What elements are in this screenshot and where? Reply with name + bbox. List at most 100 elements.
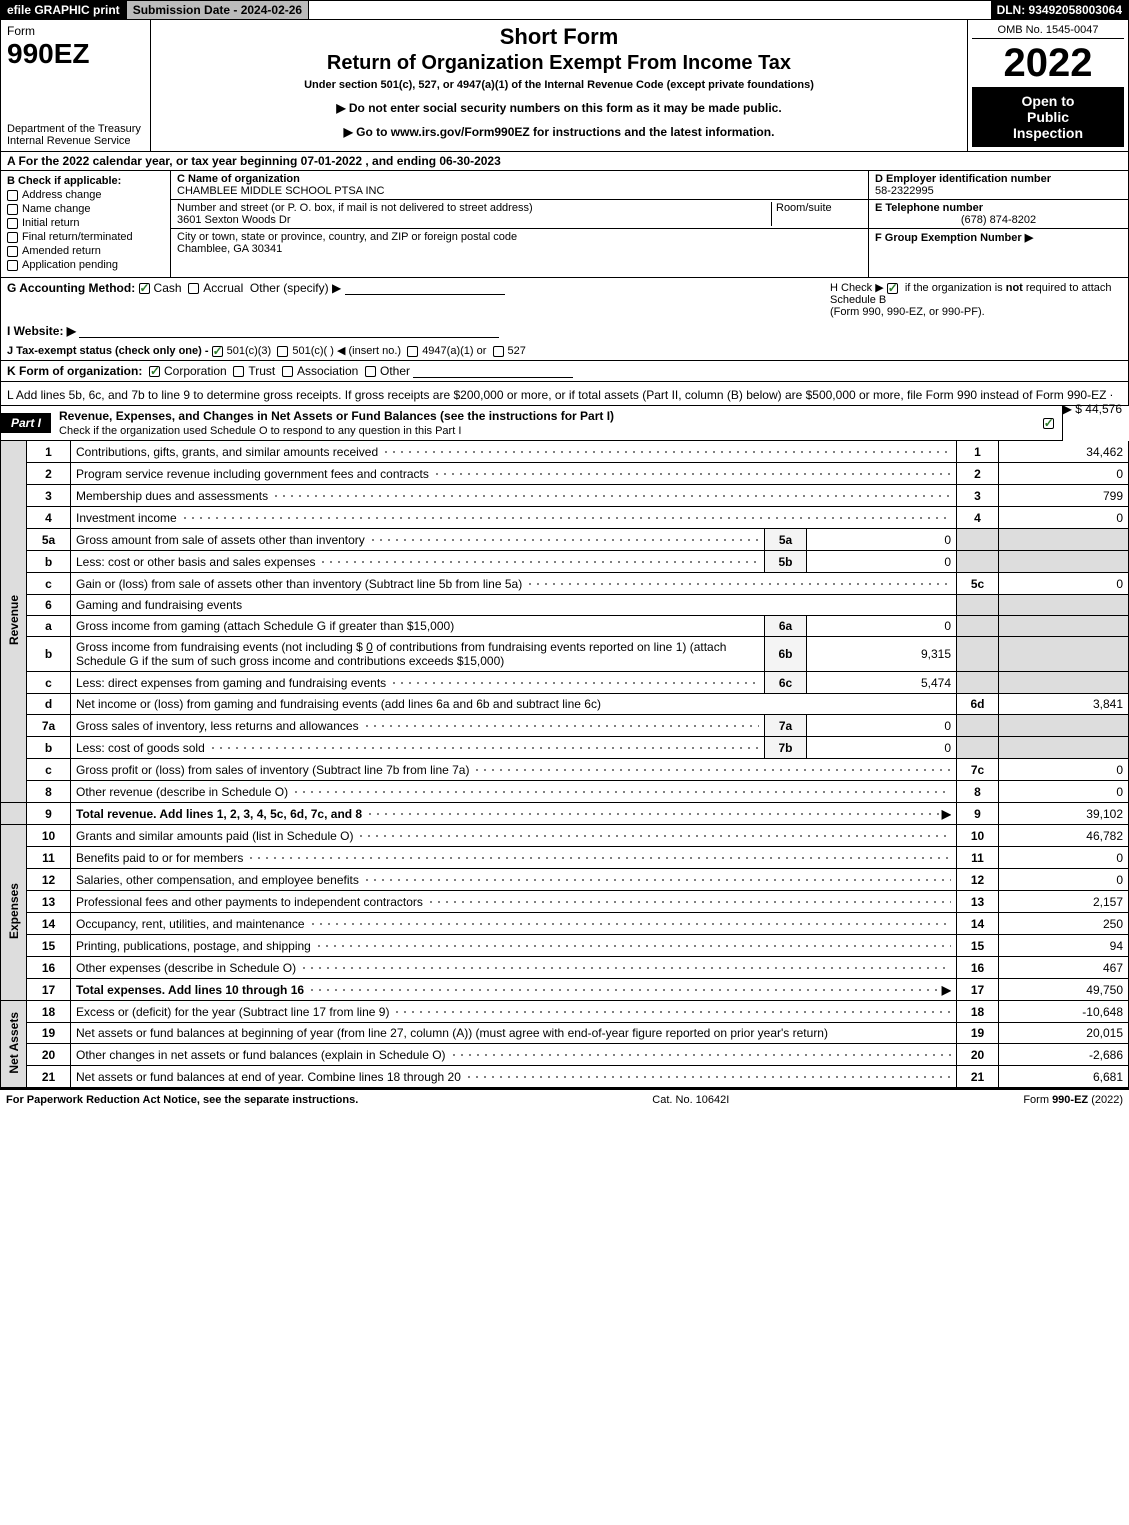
checkbox-527[interactable] (493, 346, 504, 357)
ln-6d-no: d (27, 694, 71, 715)
open-public-badge: Open to Public Inspection (972, 87, 1124, 147)
footer-right: Form 990-EZ (2022) (1023, 1094, 1123, 1106)
ln-19-desc: Net assets or fund balances at beginning… (71, 1023, 957, 1044)
ln-6b-subval: 9,315 (807, 637, 957, 672)
instruction-ssn: ▶ Do not enter social security numbers o… (159, 101, 959, 115)
ln-11-ref: 11 (957, 847, 999, 869)
checkbox-501c3[interactable] (212, 346, 223, 357)
ln-7a-sub: 7a (765, 715, 807, 737)
checkbox-schedule-o[interactable] (1043, 418, 1054, 429)
ln-6c-desc: Less: direct expenses from gaming and fu… (71, 672, 765, 694)
ln-9-ref: 9 (957, 803, 999, 825)
ln-5b-shade2 (999, 551, 1129, 573)
ln-6a-shade1 (957, 616, 999, 637)
ln-5c-no: c (27, 573, 71, 595)
ln-12-val: 0 (999, 869, 1129, 891)
ln-4-desc: Investment income (71, 507, 957, 529)
ln-5a-shade2 (999, 529, 1129, 551)
ln-7c-no: c (27, 759, 71, 781)
i-row: I Website: ▶ (7, 324, 1122, 338)
netassets-table: Net Assets 18 Excess or (deficit) for th… (0, 1001, 1129, 1088)
form-header: Form 990EZ Department of the Treasury In… (0, 20, 1129, 152)
checkbox-final-return[interactable] (7, 232, 18, 243)
instruction-link-text[interactable]: ▶ Go to www.irs.gov/Form990EZ for instru… (344, 125, 775, 139)
checkbox-accrual[interactable] (188, 283, 199, 294)
g-row: G Accounting Method: Cash Accrual Other … (7, 281, 822, 318)
checkbox-name-change[interactable] (7, 204, 18, 215)
ln-13-desc: Professional fees and other payments to … (71, 891, 957, 913)
ln-6b-sub: 6b (765, 637, 807, 672)
ln-7a-shade2 (999, 715, 1129, 737)
open-line2: Public (974, 109, 1122, 125)
ln-6b-pre: Gross income from fundraising events (no… (76, 640, 363, 654)
checkbox-initial-return[interactable] (7, 218, 18, 229)
checkbox-address-change[interactable] (7, 190, 18, 201)
ln-7c-desc: Gross profit or (loss) from sales of inv… (71, 759, 957, 781)
lines-table: Revenue 1 Contributions, gifts, grants, … (0, 441, 1129, 803)
ln-6d-desc: Net income or (loss) from gaming and fun… (71, 694, 957, 715)
ln-17-val: 49,750 (999, 979, 1129, 1001)
ln-7c-ref: 7c (957, 759, 999, 781)
ln-1-val: 34,462 (999, 441, 1129, 463)
dept-treasury: Department of the Treasury (7, 123, 144, 135)
ln-11-desc: Benefits paid to or for members (71, 847, 957, 869)
ln-7b-shade2 (999, 737, 1129, 759)
ln-13-val: 2,157 (999, 891, 1129, 913)
ln-7a-no: 7a (27, 715, 71, 737)
b-item-2: Initial return (22, 217, 79, 229)
j-501c: 501(c)( ) ◀ (insert no.) (292, 345, 401, 357)
ln-18-no: 18 (27, 1001, 71, 1023)
ln-15-ref: 15 (957, 935, 999, 957)
netassets-side-label: Net Assets (1, 1001, 27, 1088)
f-label: F Group Exemption Number ▶ (875, 232, 1033, 244)
header-right: OMB No. 1545-0047 2022 Open to Public In… (968, 20, 1128, 151)
k-corp: Corporation (164, 364, 227, 378)
checkbox-trust[interactable] (233, 366, 244, 377)
ln-5a-shade1 (957, 529, 999, 551)
website-input[interactable] (79, 324, 499, 338)
g-other-input[interactable] (345, 281, 505, 295)
efile-label[interactable]: efile GRAPHIC print (1, 1, 126, 19)
ln-5b-no: b (27, 551, 71, 573)
ln-8-no: 8 (27, 781, 71, 803)
part1-title-text: Revenue, Expenses, and Changes in Net As… (59, 409, 614, 423)
org-name: CHAMBLEE MIDDLE SCHOOL PTSA INC (177, 185, 384, 197)
expenses-table: Expenses 10 Grants and similar amounts p… (0, 825, 1129, 1001)
ln-6d-val: 3,841 (999, 694, 1129, 715)
checkbox-association[interactable] (282, 366, 293, 377)
h-text1: H Check ▶ (830, 282, 884, 294)
ln-4-no: 4 (27, 507, 71, 529)
ln-14-desc: Occupancy, rent, utilities, and maintena… (71, 913, 957, 935)
ln-8-ref: 8 (957, 781, 999, 803)
l-line: L Add lines 5b, 6c, and 7b to line 9 to … (0, 382, 1129, 406)
ln-6a-shade2 (999, 616, 1129, 637)
section-a: A For the 2022 calendar year, or tax yea… (0, 152, 1129, 171)
dln-label: DLN: 93492058003064 (991, 1, 1128, 19)
ln-15-desc: Printing, publications, postage, and shi… (71, 935, 957, 957)
checkbox-4947[interactable] (407, 346, 418, 357)
c-name-label: C Name of organization (177, 173, 300, 185)
checkbox-application-pending[interactable] (7, 260, 18, 271)
checkbox-other-org[interactable] (365, 366, 376, 377)
ln-6b-shade1 (957, 637, 999, 672)
checkbox-cash[interactable] (139, 283, 150, 294)
checkbox-501c[interactable] (277, 346, 288, 357)
checkbox-h[interactable] (887, 283, 898, 294)
ln-8-val: 0 (999, 781, 1129, 803)
checkbox-corporation[interactable] (149, 366, 160, 377)
l-text: L Add lines 5b, 6c, and 7b to line 9 to … (7, 388, 1106, 402)
form-subtitle: Under section 501(c), 527, or 4947(a)(1)… (159, 79, 959, 91)
j-row: J Tax-exempt status (check only one) - 5… (7, 344, 1122, 357)
ln-16-desc: Other expenses (describe in Schedule O) (71, 957, 957, 979)
k-other-input[interactable] (413, 364, 573, 378)
ln-5b-desc: Less: cost or other basis and sales expe… (71, 551, 765, 573)
checkbox-amended-return[interactable] (7, 246, 18, 257)
ln-9-desc: Total revenue. Add lines 1, 2, 3, 4, 5c,… (71, 803, 957, 825)
ln-18-ref: 18 (957, 1001, 999, 1023)
ln-5a-desc: Gross amount from sale of assets other t… (71, 529, 765, 551)
ln-6c-no: c (27, 672, 71, 694)
ln-4-ref: 4 (957, 507, 999, 529)
ln-13-no: 13 (27, 891, 71, 913)
org-city: Chamblee, GA 30341 (177, 243, 282, 255)
ln-6a-desc: Gross income from gaming (attach Schedul… (71, 616, 765, 637)
